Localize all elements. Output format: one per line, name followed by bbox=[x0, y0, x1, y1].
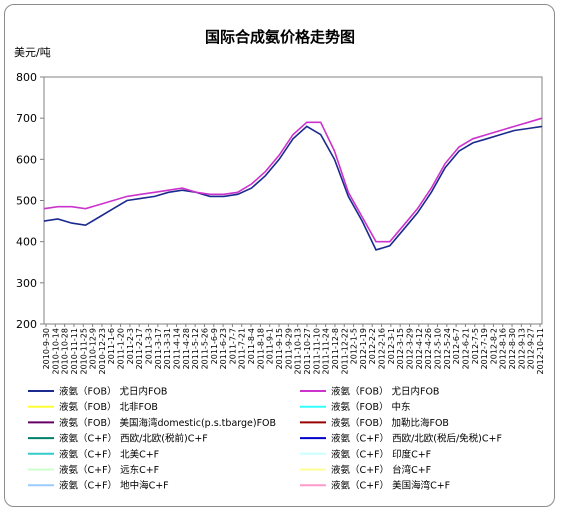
legend-entry: 液氨（C+F） 远东C+F bbox=[59, 464, 159, 476]
x-tick-label: 2011-12-22 bbox=[340, 328, 349, 375]
chart-frame bbox=[4, 4, 555, 507]
y-tick-label: 600 bbox=[16, 153, 37, 166]
legend-entry: 液氨（C+F） 西欧/北欧(税后/免税)C+F bbox=[331, 433, 502, 445]
x-tick-label: 2011-10-27 bbox=[303, 328, 312, 375]
x-tick-label: 2012-4-26 bbox=[424, 328, 433, 369]
legend-entry: 液氨（FOB） 尤日内FOB bbox=[59, 386, 167, 398]
x-tick-label: 2012-8-30 bbox=[508, 328, 517, 369]
x-tick-label: 2012-2-2 bbox=[368, 328, 377, 364]
x-tick-label: 2012-3-29 bbox=[406, 328, 415, 369]
series-line-1 bbox=[43, 125, 543, 251]
x-tick-label: 2011-2-17 bbox=[135, 328, 144, 369]
x-tick-label: 2012-1-19 bbox=[359, 328, 368, 369]
x-tick-label: 2012-9-13 bbox=[517, 328, 526, 369]
x-tick-label: 2011-11-10 bbox=[312, 328, 321, 375]
y-axis-unit: 美元/吨 bbox=[14, 46, 51, 59]
x-tick-label: 2011-6-9 bbox=[210, 328, 219, 364]
x-tick-label: 2012-10-11 bbox=[536, 328, 545, 375]
x-tick-label: 2012-5-24 bbox=[443, 328, 452, 369]
x-tick-label: 2011-1-20 bbox=[117, 328, 126, 369]
x-tick-label: 2011-9-1 bbox=[266, 328, 275, 364]
y-tick-label: 800 bbox=[16, 71, 37, 84]
y-tick-label: 300 bbox=[16, 277, 37, 290]
legend-entry: 液氨（FOB） 加勒比海FOB bbox=[331, 417, 449, 429]
y-tick-label: 500 bbox=[16, 195, 37, 208]
x-tick-label: 2012-9-27 bbox=[527, 328, 536, 369]
legend-entry: 液氨（C+F） 地中海C+F bbox=[59, 480, 169, 492]
x-tick-label: 2011-4-14 bbox=[172, 328, 181, 369]
x-tick-label: 2011-10-13 bbox=[294, 328, 303, 375]
x-tick-label: 2012-6-21 bbox=[461, 328, 470, 369]
legend: 液氨（FOB） 尤日内FOB 液氨（FOB） 尤日内FOB 液氨（FOB） 北非FO… bbox=[28, 386, 502, 492]
chart-title: 国际合成氨价格走势图 bbox=[205, 28, 355, 46]
y-tick-label: 400 bbox=[16, 236, 37, 249]
x-tick-label: 2012-4-12 bbox=[415, 328, 424, 369]
legend-entry: 液氨（C+F） 印度C+F bbox=[331, 448, 431, 460]
x-tick-label: 2012-6-7 bbox=[452, 328, 461, 364]
x-tick-label: 2010-12-9 bbox=[89, 328, 98, 369]
legend-entry: 液氨（FOB） 北非FOB bbox=[59, 401, 158, 413]
y-tick-label: 200 bbox=[16, 318, 37, 331]
plot-area: 200 300 400 500 600 700 800 2010-9-30 2010-10-14… bbox=[16, 71, 545, 375]
x-tick-label: 2011-9-29 bbox=[284, 328, 293, 369]
plot-border bbox=[43, 76, 543, 325]
legend-entry: 液氨（C+F） 西欧/北欧(税前)C+F bbox=[59, 433, 208, 445]
x-tick-label: 2010-12-23 bbox=[98, 328, 107, 375]
series-line-2 bbox=[43, 117, 543, 243]
x-tick-label: 2011-12-8 bbox=[331, 328, 340, 369]
x-tick-label: 2010-11-11 bbox=[70, 328, 79, 375]
x-tick-label: 2011-3-17 bbox=[154, 328, 163, 369]
x-tick-label: 2012-3-15 bbox=[396, 328, 405, 369]
x-tick-label: 2011-1-6 bbox=[107, 328, 116, 364]
x-tick-label: 2010-10-28 bbox=[61, 328, 70, 375]
x-tick-label: 2011-3-31 bbox=[163, 328, 172, 369]
x-tick-label: 2012-8-2 bbox=[489, 328, 498, 364]
legend-entry: 液氨（FOB） 中东 bbox=[331, 401, 410, 413]
x-tick-label: 2011-9-15 bbox=[275, 328, 284, 369]
legend-entry: 液氨（FOB） 尤日内FOB bbox=[331, 386, 439, 398]
x-tick-label: 2012-8-16 bbox=[499, 328, 508, 369]
legend-entry: 液氨（C+F） 台湾C+F bbox=[331, 464, 431, 476]
x-tick-label: 2011-7-21 bbox=[238, 328, 247, 369]
x-tick-label: 2012-3-1 bbox=[387, 328, 396, 364]
x-tick-label: 2011-7-7 bbox=[228, 328, 237, 364]
x-tick-label: 2012-5-10 bbox=[433, 328, 442, 369]
legend-entry: 液氨（C+F） 北美C+F bbox=[59, 448, 159, 460]
legend-entry: 液氨（C+F） 美国海湾C+F bbox=[331, 480, 450, 492]
x-tick-label: 2010-9-30 bbox=[42, 328, 51, 369]
x-tick-label: 2012-7-5 bbox=[471, 328, 480, 364]
x-tick-label: 2012-7-19 bbox=[480, 328, 489, 369]
x-tick-label: 2011-5-12 bbox=[191, 328, 200, 369]
x-tick-label: 2011-4-28 bbox=[182, 328, 191, 369]
x-tick-label: 2011-8-4 bbox=[247, 328, 256, 364]
y-tick-label: 700 bbox=[16, 112, 37, 125]
x-tick-label: 2011-2-3 bbox=[126, 328, 135, 364]
x-tick-label: 2011-8-18 bbox=[256, 328, 265, 369]
x-tick-label: 2011-3-3 bbox=[145, 328, 154, 364]
x-tick-label: 2010-11-25 bbox=[79, 328, 88, 375]
x-tick-label: 2010-10-14 bbox=[51, 328, 60, 375]
x-tick-label: 2011-11-24 bbox=[322, 328, 331, 375]
legend-entry: 液氨（FOB） 美国海湾domestic(p.s.tbarge)FOB bbox=[59, 417, 276, 429]
x-tick-label: 2012-2-16 bbox=[378, 328, 387, 369]
x-tick-label: 2011-6-23 bbox=[219, 328, 228, 369]
x-tick-label: 2012-1-5 bbox=[350, 328, 359, 364]
x-tick-label: 2011-5-26 bbox=[200, 328, 209, 369]
